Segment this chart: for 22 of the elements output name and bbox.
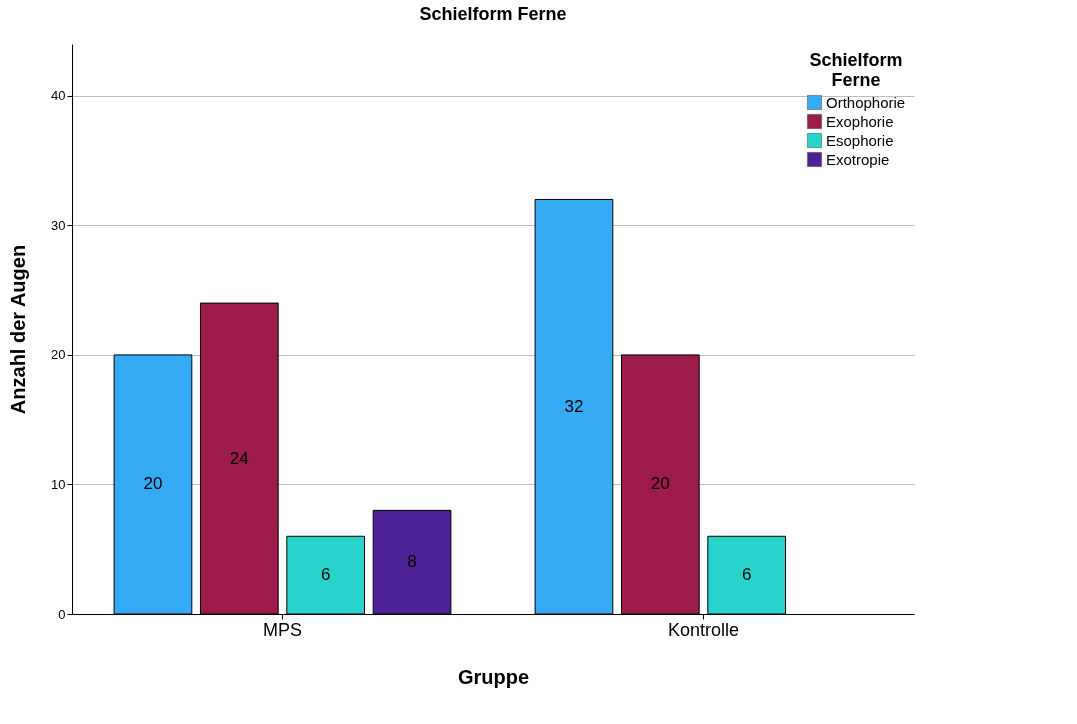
data-label: 8	[407, 552, 417, 572]
x-tick-label: Kontrolle	[667, 619, 740, 640]
chart-title: Schielform Ferne	[419, 4, 567, 24]
legend-label: Exotropie	[826, 150, 890, 168]
data-label: 20	[143, 474, 163, 494]
y-axis-title: Anzahl der Augen	[7, 244, 30, 415]
y-tick-label: 40	[51, 88, 66, 104]
data-label: 24	[229, 448, 249, 468]
y-tick-label: 20	[51, 347, 66, 363]
data-label: 32	[564, 396, 584, 416]
x-axis-title: Gruppe	[457, 665, 530, 688]
y-tick-label: 10	[51, 476, 66, 492]
x-tick-label: MPS	[262, 619, 303, 640]
data-label: 20	[650, 474, 670, 494]
y-tick-label: 0	[58, 606, 66, 622]
legend-label: Orthophorie	[826, 93, 906, 111]
y-tick-label: 30	[51, 217, 66, 233]
legend-label: Esophorie	[826, 131, 894, 149]
legend-title: Schielform Ferne	[809, 50, 903, 90]
data-label: 6	[741, 565, 752, 585]
legend-label: Exophorie	[826, 112, 894, 130]
data-label: 6	[320, 565, 331, 585]
